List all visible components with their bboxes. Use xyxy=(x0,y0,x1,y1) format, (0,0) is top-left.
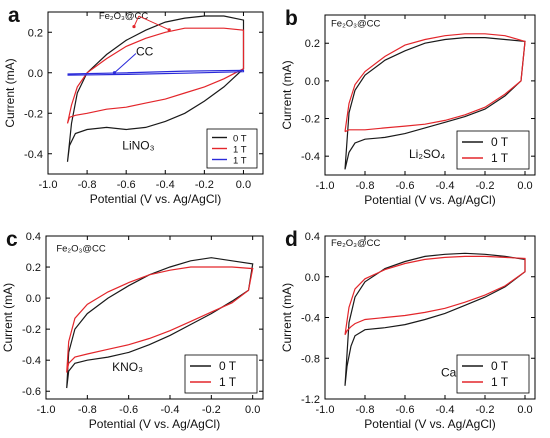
panel-letter: c xyxy=(6,228,18,251)
annotation-1: Li₂SO₄ xyxy=(409,147,445,161)
series-1-curve xyxy=(66,27,245,124)
legend-label: 1 T xyxy=(233,145,247,156)
x-tick-label: -0.4 xyxy=(156,179,175,191)
x-tick-label: -1.0 xyxy=(39,179,58,191)
x-tick-label: -0.2 xyxy=(202,404,221,416)
annotation-arrow xyxy=(133,15,140,27)
x-tick-label: -1.0 xyxy=(316,404,335,416)
legend-label: 0 T xyxy=(219,359,237,373)
series-1-curve xyxy=(344,255,526,336)
series-1-curve xyxy=(344,33,526,133)
series-1-curve xyxy=(66,266,254,373)
y-tick-label: 0.2 xyxy=(26,262,41,274)
x-tick-label: -0.2 xyxy=(476,180,495,192)
annotation-arrowhead xyxy=(112,71,117,75)
panel-letter: d xyxy=(285,228,298,251)
y-tick-label: -0.8 xyxy=(301,353,320,365)
y-axis-label: Current (mA) xyxy=(1,283,15,352)
legend-box xyxy=(456,130,530,170)
x-tick-label: 0.0 xyxy=(245,404,260,416)
y-tick-label: -1.2 xyxy=(301,394,320,406)
y-axis-label: Current (mA) xyxy=(3,58,17,127)
panel-letter: b xyxy=(285,7,298,30)
x-tick-label: -0.8 xyxy=(356,404,375,416)
y-tick-label: -0.4 xyxy=(301,151,320,163)
legend-box xyxy=(184,354,258,394)
legend-label: 1 T xyxy=(233,156,247,167)
x-tick-label: -0.8 xyxy=(356,180,375,192)
annotation-0: Fe₂O₃@CC xyxy=(56,244,106,255)
cv-panel-a: a -1.0 -0.8 -0.6 -0.4 -0.2 0.0 -0.4 -0.2 0.0 0.2 Po… xyxy=(3,4,264,206)
annotation-arrow xyxy=(138,15,170,31)
legend-label: 0 T xyxy=(491,359,509,373)
annotation-0: Fe₂O₃@CC xyxy=(99,11,149,22)
y-tick-label: 0.2 xyxy=(305,38,320,50)
annotation-0: Fe₂O₃@CC xyxy=(331,18,381,29)
x-tick-label: -1.0 xyxy=(316,180,335,192)
annotation-0: Fe₂O₃@CC xyxy=(331,238,381,249)
cv-panel-c: c -1.0 -0.8 -0.6 -0.4 -0.2 0.0 -0.6 -0.4 -0.2 0.0 0… xyxy=(1,228,264,431)
y-tick-label: -0.2 xyxy=(22,324,41,336)
cv-panel-d: d -1.0 -0.8 -0.6 -0.4 -0.2 0.0 -1.2 -0.8 -0.4 0.0 0… xyxy=(280,228,536,431)
y-axis-label: Current (mA) xyxy=(280,60,294,129)
x-axis-label: Potential (V vs. Ag/AgCl) xyxy=(89,417,220,431)
plot-frame xyxy=(45,235,264,400)
x-tick-label: -0.8 xyxy=(78,179,97,191)
x-tick-label: -1.0 xyxy=(37,404,56,416)
x-tick-label: -0.6 xyxy=(396,180,415,192)
annotation-1: KNO₃ xyxy=(112,360,143,374)
x-tick-label: -0.4 xyxy=(436,180,455,192)
x-tick-label: 0.0 xyxy=(517,180,532,192)
y-tick-label: -0.4 xyxy=(301,313,320,325)
cv-panel-b: b -1.0 -0.8 -0.6 -0.4 -0.2 0.0 -0.4 -0.2 0.0 0.2 Po… xyxy=(280,7,536,207)
annotation-arrowhead xyxy=(167,28,171,32)
legend-label: 1 T xyxy=(219,375,237,389)
legend-box xyxy=(456,354,530,394)
x-tick-label: 0.0 xyxy=(236,179,251,191)
x-tick-label: -0.2 xyxy=(476,404,495,416)
series-2-curve xyxy=(67,69,245,76)
legend-label: 0 T xyxy=(491,135,509,149)
annotation-2: LiNO₃ xyxy=(122,139,154,153)
x-tick-label: -0.8 xyxy=(78,404,97,416)
x-tick-label: -0.4 xyxy=(436,404,455,416)
y-tick-label: 0.0 xyxy=(305,272,320,284)
plot-frame xyxy=(324,14,536,176)
plot-frame xyxy=(47,11,264,175)
y-tick-label: 0.2 xyxy=(28,27,43,39)
x-axis-label: Potential (V vs. Ag/AgCl) xyxy=(364,193,495,207)
legend-label: 1 T xyxy=(491,151,509,165)
y-tick-label: 0.4 xyxy=(26,231,41,243)
legend: 0 T1 T xyxy=(184,354,258,394)
legend: 0 T1 T xyxy=(456,130,530,170)
y-tick-label: 0.0 xyxy=(28,68,43,80)
x-tick-label: -0.6 xyxy=(119,404,138,416)
panel-letter: a xyxy=(8,4,20,27)
y-tick-label: -0.4 xyxy=(22,355,41,367)
y-tick-label: 0.0 xyxy=(26,293,41,305)
y-tick-label: -0.4 xyxy=(24,149,43,161)
x-axis-label: Potential (V vs. Ag/AgCl) xyxy=(90,192,221,206)
x-tick-label: 0.0 xyxy=(517,404,532,416)
legend-label: 1 T xyxy=(491,375,509,389)
x-tick-label: -0.6 xyxy=(396,404,415,416)
annotation-arrowhead xyxy=(132,24,136,29)
x-tick-label: -0.4 xyxy=(161,404,180,416)
x-axis-label: Potential (V vs. Ag/AgCl) xyxy=(364,417,495,431)
legend-label: 0 T xyxy=(233,134,247,145)
y-axis-label: Current (mA) xyxy=(280,283,294,352)
x-tick-label: -0.2 xyxy=(195,179,214,191)
y-tick-label: 0.0 xyxy=(305,76,320,88)
annotation-arrow xyxy=(114,53,137,74)
y-tick-label: -0.2 xyxy=(301,114,320,126)
legend: 0 T1 T1 T xyxy=(206,128,258,169)
y-tick-label: -0.2 xyxy=(24,108,43,120)
annotation-1: CC xyxy=(136,45,154,59)
y-tick-label: -0.6 xyxy=(22,386,41,398)
legend: 0 T1 T xyxy=(456,354,530,394)
y-tick-label: 0.4 xyxy=(305,231,320,243)
x-tick-label: -0.6 xyxy=(117,179,136,191)
